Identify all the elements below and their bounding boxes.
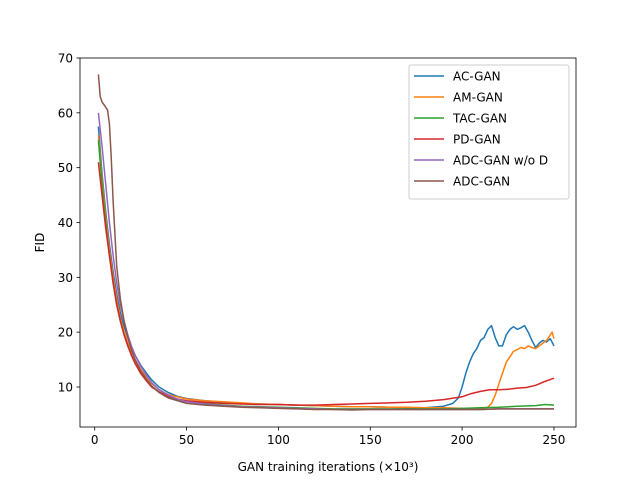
y-tick-label: 50 [58, 161, 73, 175]
x-tick-label: 200 [451, 433, 474, 447]
x-tick-label: 150 [359, 433, 382, 447]
x-tick-label: 250 [543, 433, 566, 447]
legend-label: TAC-GAN [452, 112, 507, 126]
legend-box [408, 64, 570, 200]
y-tick-label: 60 [58, 106, 73, 120]
x-axis-ticks: 0 50 100 150 200 250 [91, 427, 566, 447]
y-tick-label: 40 [58, 216, 73, 230]
plot-lines [97, 74, 555, 411]
x-tick-label: 0 [91, 433, 99, 447]
y-tick-label: 10 [58, 380, 73, 394]
y-axis-label: FID [33, 233, 47, 253]
legend: AC-GAN AM-GAN TAC-GAN PD-GAN ADC-GAN w/o D AD… [408, 64, 570, 200]
legend-label: AM-GAN [453, 91, 503, 105]
y-axis-ticks: 10 20 30 40 50 60 70 [58, 52, 80, 394]
y-tick-label: 30 [58, 271, 73, 285]
x-tick-label: 50 [179, 433, 194, 447]
plot-frame [79, 57, 577, 428]
series-line-adc-gan [97, 74, 554, 411]
legend-label: AC-GAN [453, 70, 501, 84]
y-tick-label: 20 [58, 326, 73, 340]
x-tick-label: 100 [267, 433, 290, 447]
legend-label: ADC-GAN [453, 175, 510, 189]
legend-label: PD-GAN [453, 133, 501, 147]
x-axis-label: GAN training iterations (×10³) [238, 460, 419, 474]
series-line-pd-gan [97, 162, 555, 406]
legend-label: ADC-GAN w/o D [453, 154, 548, 168]
y-tick-label: 70 [58, 52, 73, 66]
